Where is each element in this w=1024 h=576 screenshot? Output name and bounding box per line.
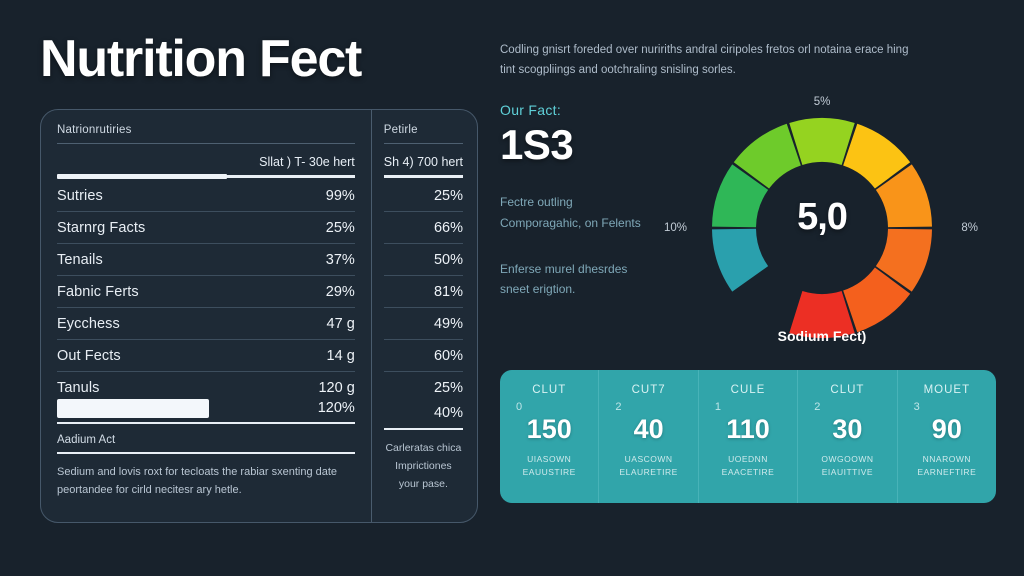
table-subheader-right: Sh 4) 700 hert	[383, 154, 463, 169]
intro-paragraph: Codling gnisrt foreded over nuririths an…	[500, 44, 909, 77]
row-label: Fabnic Ferts	[57, 283, 139, 300]
row-value: 37%	[325, 251, 355, 268]
row-label: Eycchess	[57, 315, 120, 332]
row-value: 99%	[325, 187, 355, 204]
nutrition-table-side: Petirle Sh 4) 700 hert 25% 66% 50% 81% 4…	[370, 109, 477, 522]
stat-label: CULE	[730, 384, 766, 397]
row-value: 120 g	[318, 379, 355, 396]
gauge-side-text: Our Fact: 1S3 Fectre outling Comporagahi…	[500, 100, 648, 326]
table-side-cell[interactable]: 49%	[383, 308, 463, 340]
gauge-segment-2	[712, 164, 769, 228]
table-row[interactable]: Sutries 99%	[57, 180, 355, 212]
row-label: Out Fects	[57, 347, 121, 364]
stat-foot: UASCOWN ELAURETIRE	[619, 453, 678, 477]
table-row[interactable]: Eycchess 47 g	[57, 308, 355, 340]
gauge-tick-right: 8%	[961, 222, 978, 235]
gauge-segment-1	[712, 229, 769, 292]
page-title: Nutrition Fect	[40, 30, 362, 88]
blurb-two: Enferse murel dhesrdes sneet erigtion.	[500, 262, 628, 297]
gauge-section: Our Fact: 1S3 Fectre outling Comporagahi…	[500, 96, 996, 362]
kicker-label: Our Fact:	[500, 102, 562, 119]
table-header-left: Natrionrutiries	[57, 124, 355, 144]
stat-sub: 3	[913, 401, 920, 414]
stat-foot: OWGOOWN EIAUITTIVE	[821, 453, 874, 477]
stat-value: 110	[726, 414, 770, 445]
stat-value: 150	[526, 414, 572, 445]
stat-foot: UOEDNN EAACETIRE	[721, 453, 775, 477]
row-value: 29%	[325, 283, 355, 300]
stat-card[interactable]: CUT7 2 40 UASCOWN ELAURETIRE	[599, 370, 699, 504]
stat-card[interactable]: CLUT 2 30 OWGOOWN EIAUITTIVE	[798, 370, 898, 504]
stat-card[interactable]: MOUET 3 90 NNAROWN EARNEFTIRE	[898, 370, 996, 503]
stat-label: MOUET	[923, 384, 971, 397]
stat-foot: UIASOWN EAUUSTIRE	[522, 453, 576, 477]
table-side-cell[interactable]: 81%	[383, 276, 463, 308]
progress-bar	[57, 398, 209, 418]
stat-label: CLUT	[532, 384, 567, 397]
stat-label: CUT7	[631, 384, 666, 397]
table-subheader-left: Sllat ) T- 30e hert	[259, 154, 355, 169]
headline-number: 1S3	[500, 121, 574, 169]
blurb-one: Fectre outling Comporagahic, on Felents	[500, 195, 641, 230]
table-row[interactable]: Tanuls 120 g	[57, 372, 355, 397]
stat-foot: NNAROWN EARNEFTIRE	[917, 453, 977, 477]
gauge-segment-9	[789, 291, 855, 339]
table-side-top-rule	[383, 174, 463, 178]
gauge-tick-top: 5%	[813, 96, 831, 109]
gauge-svg	[712, 118, 932, 339]
table-side-cell[interactable]: 25%	[383, 180, 463, 212]
table-row[interactable]: Fabnic Ferts 29%	[57, 276, 355, 308]
right-column: Codling gnisrt foreded over nuririths an…	[478, 0, 1024, 576]
table-footer-title: Aadium Act	[57, 424, 355, 454]
table-top-rule	[57, 173, 355, 179]
stat-sub: 1	[714, 401, 721, 414]
nutrition-table-card: Natrionrutiries Sllat ) T- 30e hert Sutr…	[40, 108, 478, 523]
gauge-segment-3	[733, 124, 801, 189]
table-side-cell[interactable]: 60%	[383, 340, 463, 372]
progress-value: 120%	[317, 399, 355, 416]
left-column: Nutrition Fect Natrionrutiries Sllat ) T…	[0, 0, 478, 576]
table-side-total[interactable]: 40%	[383, 397, 463, 430]
gauge-segment-6	[875, 164, 932, 228]
gauge-segment-4	[789, 118, 855, 166]
gauge-tick-left: 10%	[664, 222, 688, 235]
table-side-cell[interactable]: 66%	[383, 212, 463, 244]
stat-sub: 0	[516, 401, 523, 414]
table-footer-text: Sedium and lovis roxt for tecloats the r…	[57, 465, 338, 496]
table-progress-row[interactable]: 120%	[57, 397, 355, 424]
stat-card-row: CLUT 0 150 UIASOWN EAUUSTIRE CUT7 2 40 U…	[500, 370, 996, 504]
stat-value: 30	[832, 414, 863, 445]
row-label: Tanuls	[57, 379, 100, 396]
stat-label: CLUT	[830, 384, 865, 397]
gauge-chart-wrap: 5,0 Sodium Fect) 5% 10% 8%	[648, 96, 996, 352]
stat-value: 90	[931, 414, 962, 445]
row-value: 25%	[325, 219, 355, 236]
nutrition-table-main: Natrionrutiries Sllat ) T- 30e hert Sutr…	[41, 110, 371, 522]
gauge-center-value: 5,0	[797, 196, 848, 239]
table-row[interactable]: Starnrg Facts 25%	[57, 212, 355, 244]
table-side-cell[interactable]: 25%	[433, 379, 463, 396]
stat-sub: 2	[814, 401, 821, 414]
row-value: 14 g	[326, 347, 355, 364]
table-row[interactable]: Tenails 37%	[57, 244, 355, 276]
stat-sub: 2	[615, 401, 622, 414]
table-side-cell[interactable]: 50%	[383, 244, 463, 276]
gauge-segment-7	[875, 229, 932, 292]
stat-card[interactable]: CLUT 0 150 UIASOWN EAUUSTIRE	[500, 370, 600, 504]
row-label: Starnrg Facts	[57, 219, 146, 236]
row-value: 47 g	[326, 315, 355, 332]
gauge-segment-5	[843, 124, 911, 189]
gauge-chart: 5,0 Sodium Fect) 5% 10% 8%	[664, 96, 978, 344]
stat-value: 40	[633, 414, 664, 445]
table-side-footer: Carleratas chica Imprictiones your pase.	[385, 442, 462, 490]
table-header-right: Petirle	[383, 124, 463, 144]
gauge-segment-8	[843, 267, 911, 333]
table-row[interactable]: Out Fects 14 g	[57, 340, 355, 372]
stat-card[interactable]: CULE 1 110 UOEDNN EAACETIRE	[699, 370, 799, 504]
row-label: Tenails	[57, 251, 103, 268]
gauge-caption: Sodium Fect)	[777, 328, 867, 345]
row-label: Sutries	[57, 187, 103, 204]
